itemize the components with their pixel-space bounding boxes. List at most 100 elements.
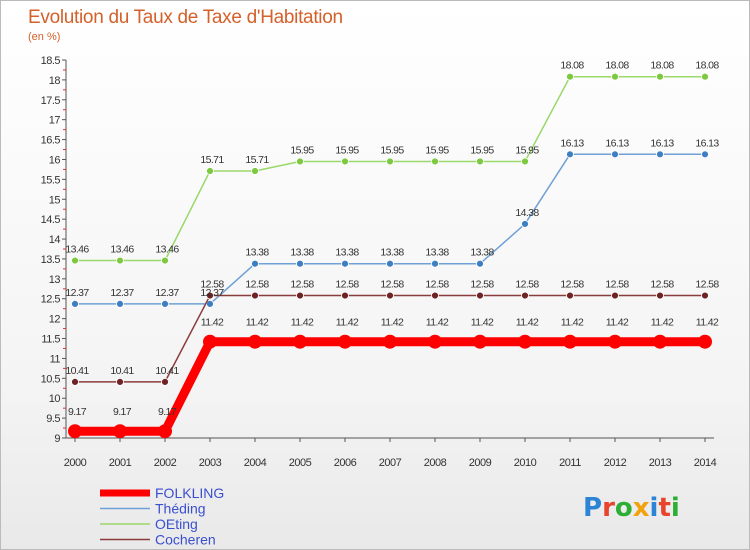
data-point (611, 72, 619, 81)
data-label: 11.42 (606, 317, 629, 329)
x-tick-label: 2001 (109, 457, 132, 469)
data-point (431, 157, 439, 166)
data-point (653, 334, 667, 349)
data-point (521, 220, 529, 228)
data-label: 10.41 (65, 365, 89, 377)
x-tick-label: 2000 (64, 457, 87, 469)
data-label: 13.38 (335, 247, 359, 259)
y-tick-label: 13 (49, 274, 61, 286)
data-label: 16.13 (560, 137, 584, 149)
data-point (431, 259, 439, 268)
logo-letter: r (602, 493, 615, 523)
y-tick-label: 11.5 (41, 334, 60, 346)
data-label: 11.42 (426, 317, 449, 329)
data-point (296, 259, 304, 268)
proxiti-logo: Proxiti (583, 493, 680, 523)
data-label: 18.08 (560, 60, 584, 72)
data-label: 12.58 (425, 279, 449, 291)
legend-label: FOLKLING (155, 485, 224, 501)
x-tick-label: 2006 (334, 457, 357, 469)
data-point (521, 157, 529, 166)
data-point (656, 72, 664, 81)
y-tick-label: 14.5 (41, 214, 61, 226)
data-label: 14.38 (515, 207, 539, 219)
data-label: 12.58 (650, 279, 674, 291)
data-point (251, 167, 259, 175)
y-tick-label: 14 (49, 234, 61, 246)
x-tick-label: 2008 (424, 457, 447, 469)
x-tick-label: 2004 (244, 457, 267, 469)
data-label: 18.08 (650, 60, 674, 72)
data-label: 16.13 (650, 137, 674, 149)
data-point (701, 150, 709, 159)
y-tick-label: 12 (49, 314, 61, 326)
x-tick-label: 2007 (379, 457, 402, 469)
data-point (701, 291, 709, 300)
data-label: 10.41 (155, 365, 179, 377)
x-tick-label: 2012 (604, 457, 627, 469)
data-point (656, 291, 664, 300)
data-point (116, 256, 124, 265)
x-tick-label: 2009 (469, 457, 492, 469)
data-label: 11.42 (381, 317, 404, 329)
data-label: 12.58 (560, 279, 584, 291)
y-tick-label: 17 (49, 115, 61, 127)
series-oeting (71, 72, 709, 265)
y-tick-label: 16 (49, 154, 61, 166)
y-tick-label: 11 (50, 353, 61, 365)
data-point (116, 377, 124, 386)
data-label: 12.58 (335, 279, 359, 291)
data-point (341, 157, 349, 166)
data-point (341, 259, 349, 268)
data-label: 15.95 (290, 144, 314, 156)
data-point (563, 334, 577, 349)
data-point (71, 300, 79, 308)
data-label: 12.58 (200, 279, 224, 291)
data-point (161, 256, 169, 265)
data-label: 15.71 (245, 154, 269, 166)
data-point (566, 72, 574, 81)
y-tick-label: 17.5 (41, 95, 61, 107)
data-label: 16.13 (605, 137, 629, 149)
data-point (71, 377, 79, 386)
data-point (473, 334, 487, 349)
x-tick-label: 2003 (199, 457, 222, 469)
data-point (386, 291, 394, 300)
y-tick-label: 15.5 (41, 174, 61, 186)
x-tick-label: 2002 (154, 457, 177, 469)
logo-letter: x (633, 493, 650, 523)
x-tick-label: 2005 (289, 457, 312, 469)
legend-label: OEting (155, 516, 198, 532)
chart-unit: (en %) (28, 31, 61, 43)
data-point (71, 256, 79, 265)
data-label: 13.38 (470, 247, 494, 259)
data-label: 12.37 (200, 287, 224, 299)
data-label: 11.42 (291, 317, 314, 329)
data-point (476, 291, 484, 300)
data-label: 15.95 (515, 144, 539, 156)
y-tick-label: 10.5 (41, 373, 61, 385)
data-label: 9.17 (68, 406, 87, 418)
data-point (206, 291, 214, 300)
data-point (611, 291, 619, 300)
data-point (521, 291, 529, 300)
x-tick-label: 2010 (514, 457, 537, 469)
data-label: 13.46 (110, 244, 134, 256)
data-point (116, 300, 124, 308)
logo-letter: t (658, 493, 670, 523)
data-label: 13.46 (65, 244, 89, 256)
data-point (431, 291, 439, 300)
data-label: 15.71 (200, 154, 224, 166)
data-point (158, 424, 172, 439)
data-label: 12.37 (65, 287, 89, 299)
data-label: 9.17 (113, 406, 132, 418)
data-point (386, 259, 394, 268)
data-point (296, 291, 304, 300)
data-point (476, 157, 484, 166)
data-point (383, 334, 397, 349)
data-label: 12.58 (605, 279, 629, 291)
data-point (203, 334, 217, 349)
data-point (656, 150, 664, 159)
